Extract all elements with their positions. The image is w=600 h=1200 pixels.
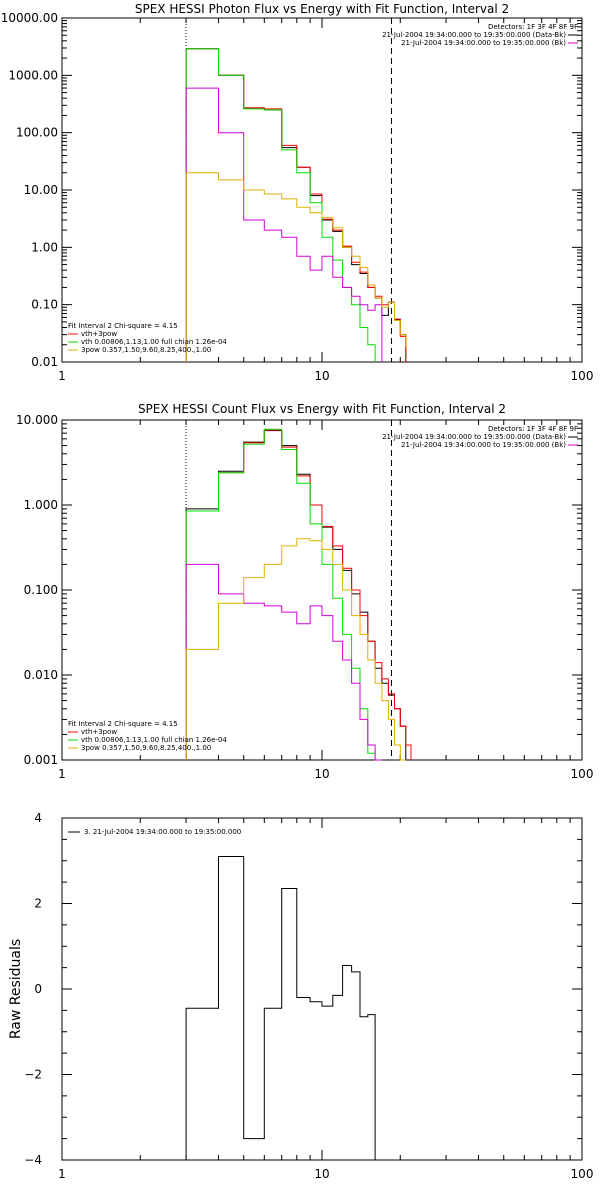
series-0-histogram bbox=[185, 430, 407, 760]
plot-frame bbox=[61, 17, 583, 363]
legend-bottom-entry: 3pow 0.357,1.50,9.60,8.25,400.,1.00 bbox=[81, 744, 211, 752]
y-tick-label: 10000.00 bbox=[1, 11, 58, 25]
legend-top-entry: 3. 21-Jul-2004 19:34:00.000 to 19:35:00.… bbox=[84, 828, 241, 836]
series-0-histogram bbox=[185, 856, 376, 1160]
x-tick-label: 1 bbox=[58, 767, 66, 781]
legend-bottom-entry: 3pow 0.357,1.50,9.60,8.25,400.,1.00 bbox=[81, 346, 211, 354]
y-tick-label: 4 bbox=[34, 811, 42, 825]
x-tick-label: 100 bbox=[571, 1167, 594, 1181]
y-axis-label: Raw Residuals bbox=[8, 939, 24, 1039]
legend-bottom-entry: vth 0.00806,1.13,1.00 full chian 1.26e-0… bbox=[81, 338, 227, 346]
series-0-histogram bbox=[185, 48, 407, 362]
y-tick-label: 2 bbox=[34, 897, 42, 911]
y-tick-label: 0.10 bbox=[31, 298, 58, 312]
series-3-histogram bbox=[185, 87, 383, 362]
series-2-histogram bbox=[185, 48, 376, 362]
legend-top-entry: 21-Jul-2004 19:34:00.000 to 19:35:00.000… bbox=[382, 433, 566, 441]
y-tick-label: 0 bbox=[34, 982, 42, 996]
legend-top-entry: 21-Jul-2004 19:34:00.000 to 19:35:00.000… bbox=[401, 441, 566, 449]
y-tick-label: −2 bbox=[24, 1068, 42, 1082]
x-tick-label: 100 bbox=[571, 369, 594, 383]
series-4-histogram bbox=[185, 538, 406, 761]
y-tick-label: 0.010 bbox=[24, 668, 58, 682]
y-tick-label: 1.00 bbox=[31, 240, 58, 254]
y-tick-label: 100.00 bbox=[16, 126, 58, 140]
legend-bottom-entry: vth+3pow bbox=[81, 728, 117, 736]
legend-bottom-entry: Fit Interval 2 Chi-square = 4.15 bbox=[68, 322, 178, 330]
series-1-histogram bbox=[185, 48, 407, 362]
y-tick-label: 10.00 bbox=[24, 183, 58, 197]
y-tick-label: 0.001 bbox=[24, 753, 58, 767]
y-tick-label: 1.000 bbox=[24, 498, 58, 512]
residuals-panel: 1 10 100 −4 −2 0 2 4 Raw Residuals 3. 21-Jul-2004… bbox=[8, 811, 593, 1181]
x-tick-label: 100 bbox=[571, 767, 594, 781]
count-flux-panel: SPEX HESSI Count Flux vs Energy with Fit… bbox=[16, 402, 593, 781]
chart-title: SPEX HESSI Photon Flux vs Energy with Fi… bbox=[135, 2, 509, 16]
y-tick-label: 0.100 bbox=[24, 583, 58, 597]
y-tick-label: 1000.00 bbox=[8, 68, 58, 82]
y-tick-label: 10.000 bbox=[16, 413, 58, 427]
legend-bottom-entry: vth 0.00806,1.13,1.00 full chian 1.26e-0… bbox=[81, 736, 227, 744]
y-tick-label: −4 bbox=[24, 1153, 42, 1167]
legend-top-entry: Detectors: 1F 3F 4F 8F 9F bbox=[488, 425, 578, 433]
x-tick-label: 10 bbox=[314, 1167, 329, 1181]
legend-top-entry: 21-Jul-2004 19:34:00.000 to 19:35:00.000… bbox=[382, 31, 566, 39]
legend-bottom-entry: Fit Interval 2 Chi-square = 4.15 bbox=[68, 720, 178, 728]
series-4-histogram bbox=[185, 172, 407, 362]
photon-flux-panel: SPEX HESSI Photon Flux vs Energy with Fi… bbox=[1, 2, 594, 383]
x-tick-label: 1 bbox=[58, 1167, 66, 1181]
plot-frame bbox=[61, 419, 583, 761]
x-tick-label: 10 bbox=[314, 369, 329, 383]
plot-frame bbox=[61, 817, 583, 1161]
series-2-histogram bbox=[185, 428, 376, 760]
chart-title: SPEX HESSI Count Flux vs Energy with Fit… bbox=[138, 402, 506, 416]
series-1-histogram bbox=[185, 429, 412, 760]
legend-top-entry: Detectors: 1F 3F 4F 8F 9F bbox=[488, 23, 578, 31]
legend-top-entry: 21-Jul-2004 19:34:00.000 to 19:35:00.000… bbox=[401, 39, 566, 47]
legend-bottom-entry: vth+3pow bbox=[81, 330, 117, 338]
x-tick-label: 10 bbox=[314, 767, 329, 781]
x-tick-label: 1 bbox=[58, 369, 66, 383]
y-tick-label: 0.01 bbox=[31, 355, 58, 369]
